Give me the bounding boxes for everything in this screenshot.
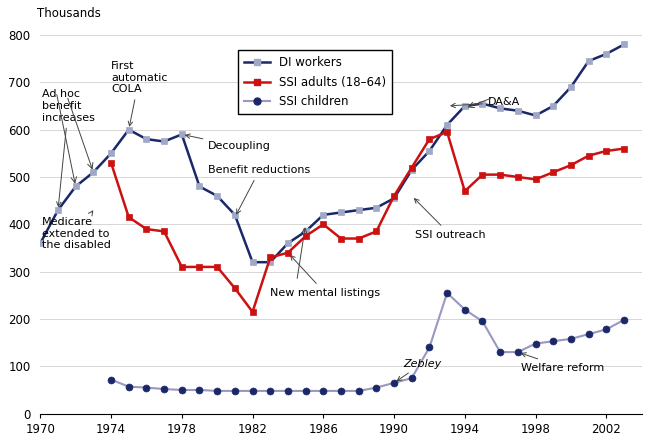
Text: SSI outreach: SSI outreach (415, 198, 486, 240)
Text: New mental listings: New mental listings (270, 256, 380, 298)
Text: Welfare reform: Welfare reform (521, 353, 605, 373)
Text: DA&A: DA&A (451, 98, 520, 108)
Text: Zebley: Zebley (397, 359, 441, 381)
Text: Medicare
extended to
the disabled: Medicare extended to the disabled (42, 211, 111, 250)
Text: Benefit reductions: Benefit reductions (209, 165, 311, 214)
Text: Thousands: Thousands (37, 7, 101, 20)
Legend: DI workers, SSI adults (18–64), SSI children: DI workers, SSI adults (18–64), SSI chil… (238, 50, 392, 114)
Text: Decoupling: Decoupling (186, 134, 271, 151)
Text: First
automatic
COLA: First automatic COLA (111, 61, 168, 126)
Text: Ad hoc
benefit
increases: Ad hoc benefit increases (42, 89, 95, 206)
